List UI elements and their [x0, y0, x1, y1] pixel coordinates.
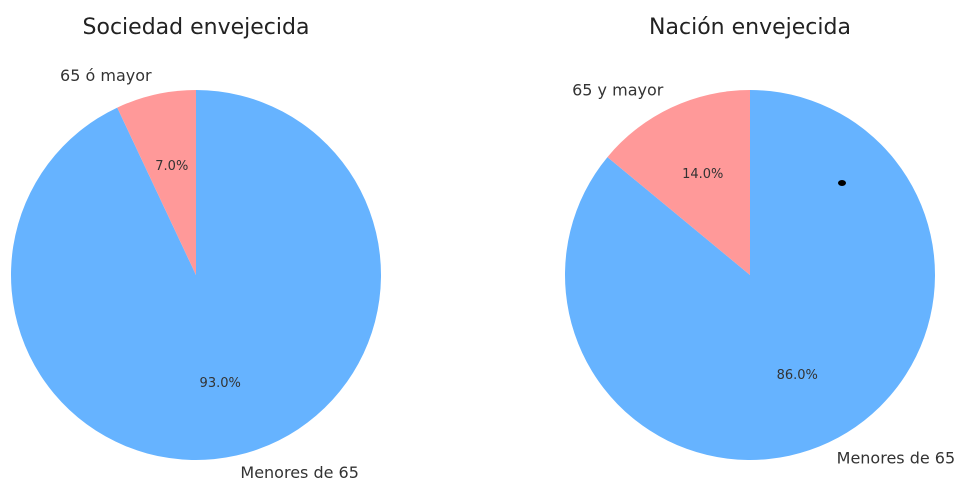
slice-label: Menores de 65 — [240, 463, 359, 480]
slice-label: 65 ó mayor — [60, 66, 152, 85]
value-label: 86.0% — [777, 368, 818, 383]
slice-label: 65 y mayor — [572, 80, 664, 99]
value-label: 7.0% — [155, 159, 188, 174]
value-label: 93.0% — [200, 376, 241, 391]
stray-dot — [838, 180, 846, 186]
slice-label: Menores de 65 — [837, 449, 956, 468]
pie-slice — [117, 90, 196, 275]
pie-slice — [607, 90, 750, 275]
chart-title: Sociedad envejecida — [83, 15, 310, 40]
chart-title: Nación envejecida — [649, 15, 851, 40]
pie-slice — [11, 90, 382, 460]
value-label: 14.0% — [682, 167, 723, 182]
